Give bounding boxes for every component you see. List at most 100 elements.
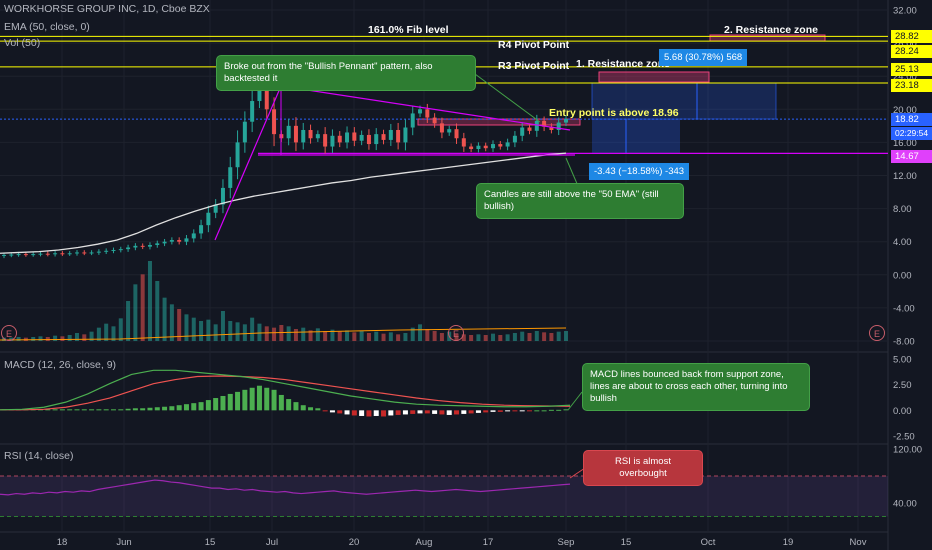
volume-bar — [366, 333, 371, 341]
volume-bar — [89, 331, 94, 341]
macd-histogram-bar — [264, 387, 270, 411]
r3-pivot-label: R3 Pivot Point — [498, 60, 570, 72]
candle-body — [96, 251, 101, 253]
macd-histogram-bar — [315, 408, 321, 411]
macd-histogram-bar — [300, 405, 306, 411]
macd-histogram-bar — [125, 408, 131, 411]
volume-bar — [162, 297, 167, 341]
candle-body — [9, 254, 14, 256]
candle-body — [45, 253, 50, 255]
candle-body — [89, 252, 94, 254]
volume-bar — [556, 331, 561, 341]
candle-body — [140, 245, 145, 247]
macd-histogram-bar — [497, 410, 503, 412]
long-position-tool[interactable] — [417, 34, 826, 154]
time-tick-label: Jul — [266, 537, 278, 548]
earnings-badge-1[interactable]: E — [1, 325, 17, 341]
macd-histogram-bar — [344, 410, 350, 415]
candle-body — [345, 132, 350, 143]
chart-drawings[interactable] — [0, 73, 579, 254]
macd-tick-label: 0.00 — [893, 406, 912, 417]
fib-price-label: 28.82 — [891, 30, 932, 43]
resistance-1-label: 1. Resistance zone — [576, 58, 670, 70]
axes: 32.00 28.00 24.00 20.00 16.00 12.00 8.00 4.00 0.… — [4, 6, 922, 549]
rsi-legend: RSI (14, close) — [4, 450, 73, 462]
macd-histogram-bar — [198, 402, 204, 411]
symbol-legend[interactable]: WORKHORSE GROUP INC, 1D, Cboe BZX — [4, 3, 210, 15]
volume-bar — [220, 311, 225, 341]
volume-bar — [403, 333, 408, 341]
macd-histogram-bar — [563, 409, 569, 411]
time-tick-label: 15 — [205, 537, 216, 548]
candle-body — [374, 134, 379, 145]
volume-bar — [31, 337, 36, 341]
volume-bar — [118, 318, 123, 341]
volume-bar — [301, 327, 306, 341]
macd-histogram-bar — [548, 409, 554, 411]
volume-bar — [410, 327, 415, 341]
ema-legend[interactable]: EMA (50, close, 0) — [4, 21, 90, 33]
macd-callout-pointer — [567, 391, 583, 411]
macd-histogram-bar — [388, 410, 394, 416]
price-tick-label: 12.00 — [893, 171, 917, 182]
volume-bar — [483, 335, 488, 341]
volume-bar — [432, 331, 437, 341]
volume-legend[interactable]: Vol (50) — [4, 37, 41, 49]
volume-bar — [498, 335, 503, 341]
rsi-band — [0, 476, 888, 517]
macd-histogram-bar — [249, 387, 255, 411]
macd-histogram-bar — [432, 410, 438, 414]
entry-point-label: Entry point is above 18.96 — [549, 107, 679, 119]
candle-body — [242, 121, 247, 143]
resistance-2-label: 2. Resistance zone — [724, 24, 818, 36]
candle-body — [308, 129, 313, 139]
candle-body — [38, 253, 43, 255]
candle-body — [213, 204, 218, 213]
volume-bar — [542, 332, 547, 341]
macd-histogram-bar — [220, 395, 226, 411]
macd-histogram-bar — [169, 406, 175, 411]
macd-histogram-bar — [475, 410, 481, 413]
ema-callout[interactable]: Candles are still above the "50 EMA" (st… — [476, 183, 684, 219]
fib-level-label: 161.0% Fib level — [368, 24, 449, 36]
macd-histogram-bar — [140, 408, 146, 411]
rsi-tick-label: 120.00 — [893, 445, 922, 456]
price-tick-label: 28.00 — [893, 39, 917, 50]
ema-50-line — [0, 152, 567, 254]
candle-body — [2, 254, 6, 256]
macd-callout[interactable]: MACD lines bounced back from support zon… — [582, 363, 810, 411]
volume-bar — [534, 331, 539, 341]
macd-histogram-bar — [381, 410, 387, 417]
target-zone-box — [591, 82, 777, 120]
candle-body — [82, 252, 87, 254]
volume-bar — [272, 327, 277, 341]
candle-body — [133, 245, 138, 248]
earnings-badge-2[interactable]: E — [448, 325, 464, 341]
rsi-callout[interactable]: RSI is almost overbought — [583, 450, 703, 486]
candle-body — [67, 253, 72, 255]
macd-histogram-bar — [366, 410, 372, 417]
macd-histogram-bar — [505, 410, 511, 412]
candle-body — [542, 120, 547, 127]
macd-histogram-bar — [74, 409, 80, 411]
volume-bar — [461, 334, 466, 341]
candle-body — [206, 212, 211, 226]
candle-body — [147, 245, 152, 247]
candle-body — [396, 129, 401, 143]
macd-histogram-bar — [329, 410, 335, 413]
candle-body — [272, 109, 277, 135]
candle-body — [352, 132, 357, 141]
candle-body — [476, 145, 481, 150]
macd-histogram-bar — [205, 400, 211, 411]
macd-histogram-bar — [81, 409, 87, 411]
candle-body — [527, 127, 532, 131]
volume-bar — [111, 326, 116, 341]
volume-bar — [315, 328, 320, 341]
time-tick-label: Oct — [701, 537, 716, 548]
pennant-callout[interactable]: Broke out from the "Bullish Pennant" pat… — [216, 55, 476, 91]
earnings-badge-3[interactable]: E — [869, 325, 885, 341]
macd-histogram-bar — [468, 410, 474, 414]
volume-bar — [213, 324, 218, 341]
volume-bar — [67, 335, 72, 341]
